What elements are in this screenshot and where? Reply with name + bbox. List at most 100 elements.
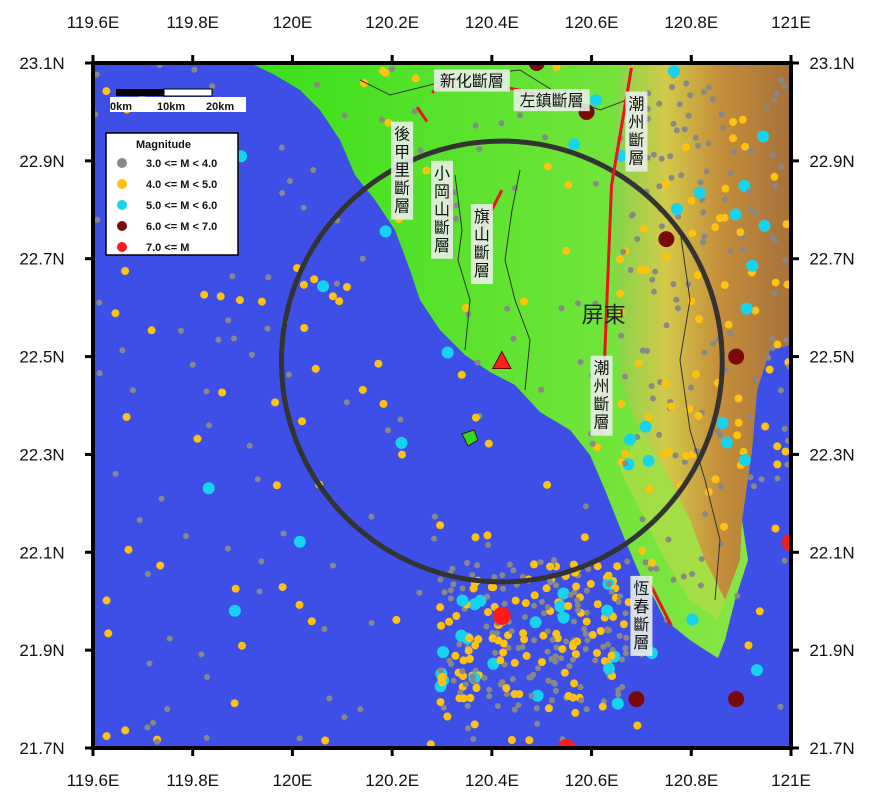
svg-text:岡: 岡 (434, 182, 450, 201)
event-dot (618, 332, 625, 339)
lat-label-left: 23.1N (19, 54, 64, 73)
event-dot (504, 305, 511, 312)
lat-label-left: 21.7N (19, 739, 64, 758)
event-dot (592, 300, 599, 307)
event-dot (147, 326, 156, 335)
event-dot (439, 672, 447, 681)
event-dot (758, 219, 771, 232)
event-dot (585, 566, 592, 573)
svg-text:恆: 恆 (633, 579, 649, 598)
event-dot (341, 112, 348, 119)
event-dot (343, 399, 350, 406)
event-dot (589, 440, 596, 447)
lon-label-bottom: 120E (273, 771, 313, 790)
event-dot (515, 644, 522, 651)
event-dot (314, 81, 320, 88)
event-dot (674, 305, 681, 312)
event-dot (667, 402, 676, 411)
svg-text:新化斷層: 新化斷層 (440, 72, 504, 91)
event-dot (673, 127, 680, 134)
notable-event-dot (728, 691, 745, 708)
event-dot (740, 302, 753, 315)
event-dot (689, 571, 696, 577)
svg-text:層: 層 (394, 197, 410, 216)
event-dot (203, 734, 210, 741)
event-dot (531, 602, 537, 609)
event-dot (604, 641, 611, 648)
event-dot (721, 184, 730, 193)
event-dot (558, 655, 564, 662)
event-dot (452, 612, 461, 620)
event-dot (452, 215, 459, 222)
event-dot (472, 122, 479, 129)
event-dot (554, 600, 567, 613)
event-dot (639, 516, 646, 523)
event-dot (300, 204, 307, 211)
event-dot (102, 732, 111, 741)
event-dot (238, 641, 246, 650)
lon-label-top: 119.8E (166, 13, 219, 32)
event-dot (704, 488, 713, 496)
event-dot (571, 708, 580, 717)
event-dot (734, 394, 743, 403)
event-dot (638, 546, 647, 555)
site-triangle-icon (491, 350, 512, 369)
event-dot (122, 413, 131, 421)
event-dot (486, 686, 493, 693)
event-dot (662, 253, 671, 262)
svg-text:斷: 斷 (628, 131, 644, 150)
event-dot (598, 702, 607, 711)
event-dot (511, 596, 520, 605)
event-dot (747, 474, 754, 481)
event-dot (230, 699, 239, 708)
event-dot (617, 593, 623, 600)
event-dot (765, 354, 772, 361)
event-dot (687, 92, 694, 99)
lat-label-left: 22.5N (19, 348, 64, 367)
event-dot (411, 74, 420, 83)
event-dot (651, 288, 657, 295)
scale-label-20: 20km (206, 101, 234, 113)
event-dot (465, 634, 474, 643)
event-dot (738, 179, 751, 192)
event-dot (642, 559, 649, 566)
radius-circle (278, 138, 725, 585)
event-dot (570, 679, 579, 688)
event-dot (680, 573, 687, 580)
event-dot (652, 268, 659, 275)
event-dot (544, 604, 551, 610)
event-dot (422, 166, 431, 175)
lon-label-top: 120.6E (565, 13, 619, 32)
event-dot (644, 413, 653, 422)
lat-label-left: 22.1N (19, 543, 64, 562)
event-dot (553, 582, 559, 589)
event-dot (716, 416, 729, 429)
event-dot (686, 613, 699, 626)
event-dot (705, 84, 712, 91)
event-dot (499, 572, 506, 579)
event-dot (771, 290, 778, 297)
event-dot (231, 335, 237, 342)
event-dot (697, 179, 704, 186)
event-dot (781, 557, 788, 564)
event-dot (529, 616, 542, 629)
event-dot (750, 483, 757, 490)
svg-text:甲: 甲 (394, 143, 410, 162)
event-dot (582, 503, 589, 510)
lon-label-top: 120.8E (664, 13, 718, 32)
svg-text:潮: 潮 (628, 95, 644, 114)
event-dot (773, 460, 782, 469)
event-dot (445, 617, 454, 626)
event-dot (508, 628, 515, 635)
event-dot (577, 359, 584, 365)
event-dot (688, 384, 694, 391)
event-dot (395, 436, 408, 449)
event-dot (191, 66, 198, 73)
event-dot (459, 694, 468, 703)
event-dot (650, 151, 657, 158)
event-dot (256, 588, 263, 595)
event-dot (628, 212, 635, 219)
